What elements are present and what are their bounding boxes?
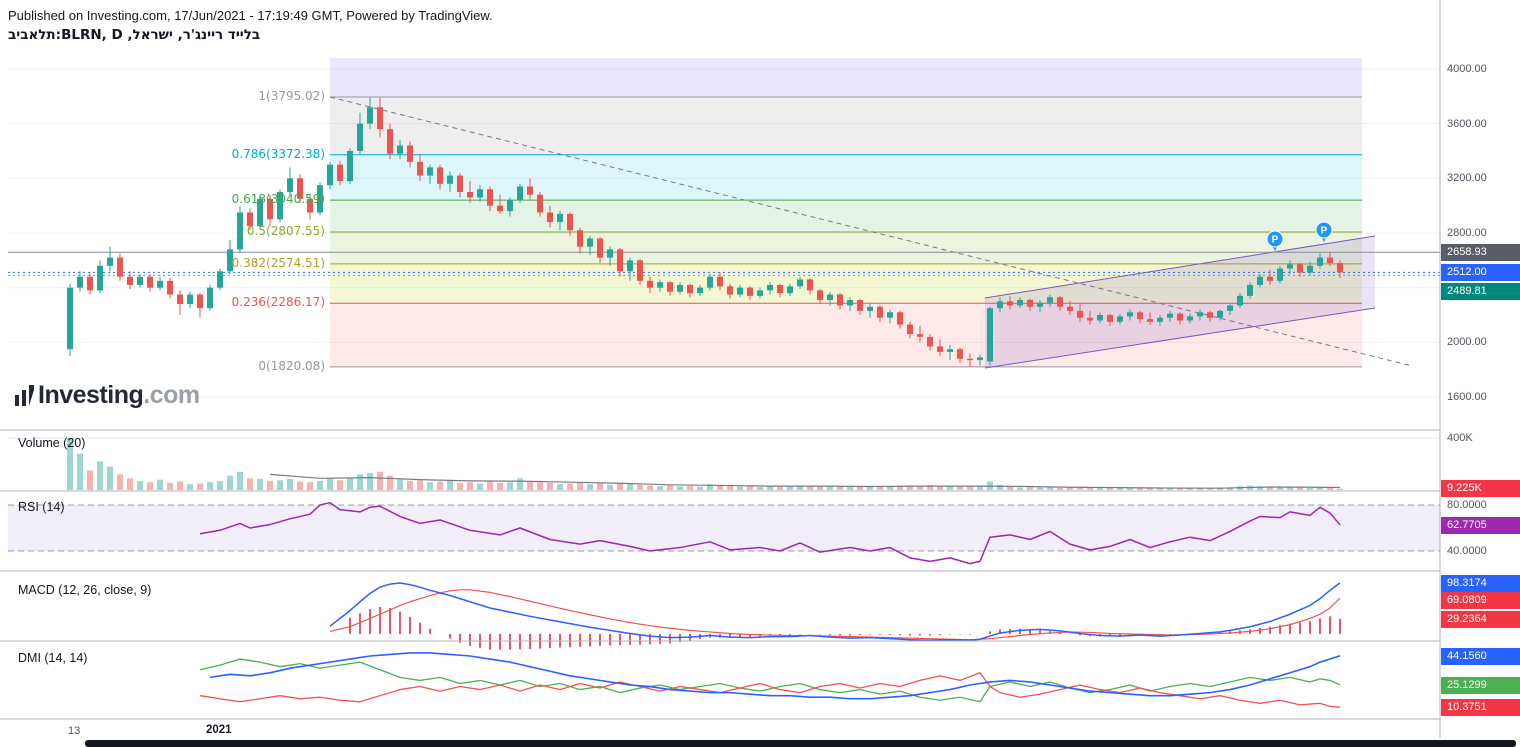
pane-separators [0, 0, 1441, 738]
price-axis-2800: 2800.00 [1447, 227, 1487, 239]
macd-badge-signal: 69.0809 [1441, 592, 1520, 609]
volume-pane [8, 437, 1440, 490]
rsi-badge: 62.7705 [1441, 517, 1520, 534]
fib-label-05: 0.5(2807.55) [246, 224, 325, 238]
rsi-pane [8, 501, 1440, 565]
watermark-suffix: .com [143, 381, 200, 409]
dmi-badge-minus: 10.3751 [1441, 699, 1520, 716]
rsi-pane-title: RSI (14) [18, 500, 65, 514]
volume-pane-title: Volume (20) [18, 436, 86, 450]
price-lines [8, 251, 1440, 276]
fib-label-0786: 0.786(3372.38) [231, 147, 325, 161]
dmi-pane [199, 652, 1341, 708]
price-gridlines [8, 68, 1440, 398]
fib-label-0382: 0.382(2574.51) [231, 256, 325, 270]
pin-marker-p[interactable]: P [1266, 230, 1284, 251]
price-axis-3200: 3200.00 [1447, 172, 1487, 184]
dmi-pane-title: DMI (14, 14) [18, 651, 88, 665]
macd-pane-title: MACD (12, 26, close, 9) [18, 583, 152, 597]
price-axis-4000: 4000.00 [1447, 63, 1487, 75]
trendline [329, 96, 1413, 367]
time-label-2021: 2021 [206, 724, 232, 736]
investing-watermark: Investing .com [14, 381, 200, 410]
price-axis-1600: 1600.00 [1447, 391, 1487, 403]
price-badge-last: 2512.00 [1441, 264, 1520, 281]
volume-badge: 9.225K [1441, 480, 1520, 497]
pin-marker-p[interactable]: P [1315, 221, 1333, 242]
watermark-brand: Investing [38, 381, 144, 409]
time-scrollbar[interactable] [85, 740, 1516, 747]
volume-axis-400k: 400K [1447, 432, 1473, 444]
price-axis-2000: 2000.00 [1447, 336, 1487, 348]
svg-text:P: P [1321, 226, 1328, 237]
fib-label-1: 1(3795.02) [258, 89, 325, 103]
investing-logo-icon [15, 384, 34, 406]
symbol-title: תלאביב:BLRN, D ,בלייד ריינג'ר, ישראל [8, 27, 261, 43]
macd-badge-line: 98.3174 [1441, 575, 1520, 592]
fib-label-0618: 0.618(3040.59) [231, 192, 325, 206]
published-caption: Published on Investing.com, 17/Jun/2021 … [8, 8, 493, 23]
rsi-axis-40: 40.0000 [1447, 545, 1487, 557]
macd-badge-hist: 29.2364 [1441, 611, 1520, 628]
rsi-axis-80: 80.0000 [1447, 499, 1487, 511]
price-badge-alt: 2489.81 [1441, 283, 1520, 300]
macd-pane [329, 582, 1341, 650]
fib-label-0236: 0.236(2286.17) [231, 295, 325, 309]
dmi-badge-adx: 44.1560 [1441, 648, 1520, 665]
price-axis-3600: 3600.00 [1447, 118, 1487, 130]
dmi-badge-plus: 25.1299 [1441, 677, 1520, 694]
fib-label-0: 0(1820.08) [258, 359, 325, 373]
svg-text:P: P [1272, 235, 1279, 246]
candles-layer [67, 97, 1343, 367]
time-label-13: 13 [68, 725, 81, 737]
fib-retracement [330, 58, 1362, 368]
price-badge-ma: 2658.93 [1441, 244, 1520, 261]
